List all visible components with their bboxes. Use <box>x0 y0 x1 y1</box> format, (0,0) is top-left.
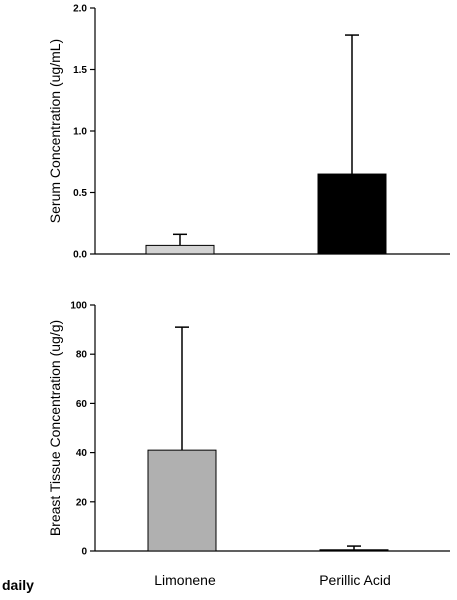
serum-y-tick-label: 1.5 <box>73 65 87 76</box>
tissue-bar-limonene <box>147 449 217 552</box>
tissue-y-tick-label: 0 <box>81 547 87 558</box>
tissue-y-tick-label: 80 <box>76 350 88 361</box>
serum-concentration-panel: 0.0 0.5 1.0 1.5 2.0 Serum Concentration (ug/… <box>47 4 450 261</box>
tissue-y-tick-label: 40 <box>76 448 88 459</box>
serum-bar-limonene <box>145 244 215 255</box>
serum-y-tick-label: 0.0 <box>73 250 87 261</box>
tissue-y-axis-label: Breast Tissue Concentration (ug/g) <box>47 320 63 536</box>
category-label-limonene: Limonene <box>154 572 216 588</box>
tissue-y-tick-label: 60 <box>76 399 88 410</box>
tissue-y-tick-label: 20 <box>76 497 88 508</box>
serum-bar-perillic-acid <box>317 173 387 255</box>
category-label-perillic-acid: Perillic Acid <box>319 572 391 588</box>
tissue-bar-perillic-acid <box>319 549 389 552</box>
serum-y-axis-label: Serum Concentration (ug/mL) <box>47 39 63 223</box>
serum-y-tick-label: 0.5 <box>73 188 87 199</box>
breast-tissue-concentration-panel: 0 20 40 60 80 100 Breast Tissue Concentration… <box>47 301 450 558</box>
tissue-y-tick-label: 100 <box>70 301 87 312</box>
serum-y-tick-label: 2.0 <box>73 4 87 15</box>
serum-y-tick-label: 1.0 <box>73 127 87 138</box>
corner-label: daily <box>2 577 34 593</box>
